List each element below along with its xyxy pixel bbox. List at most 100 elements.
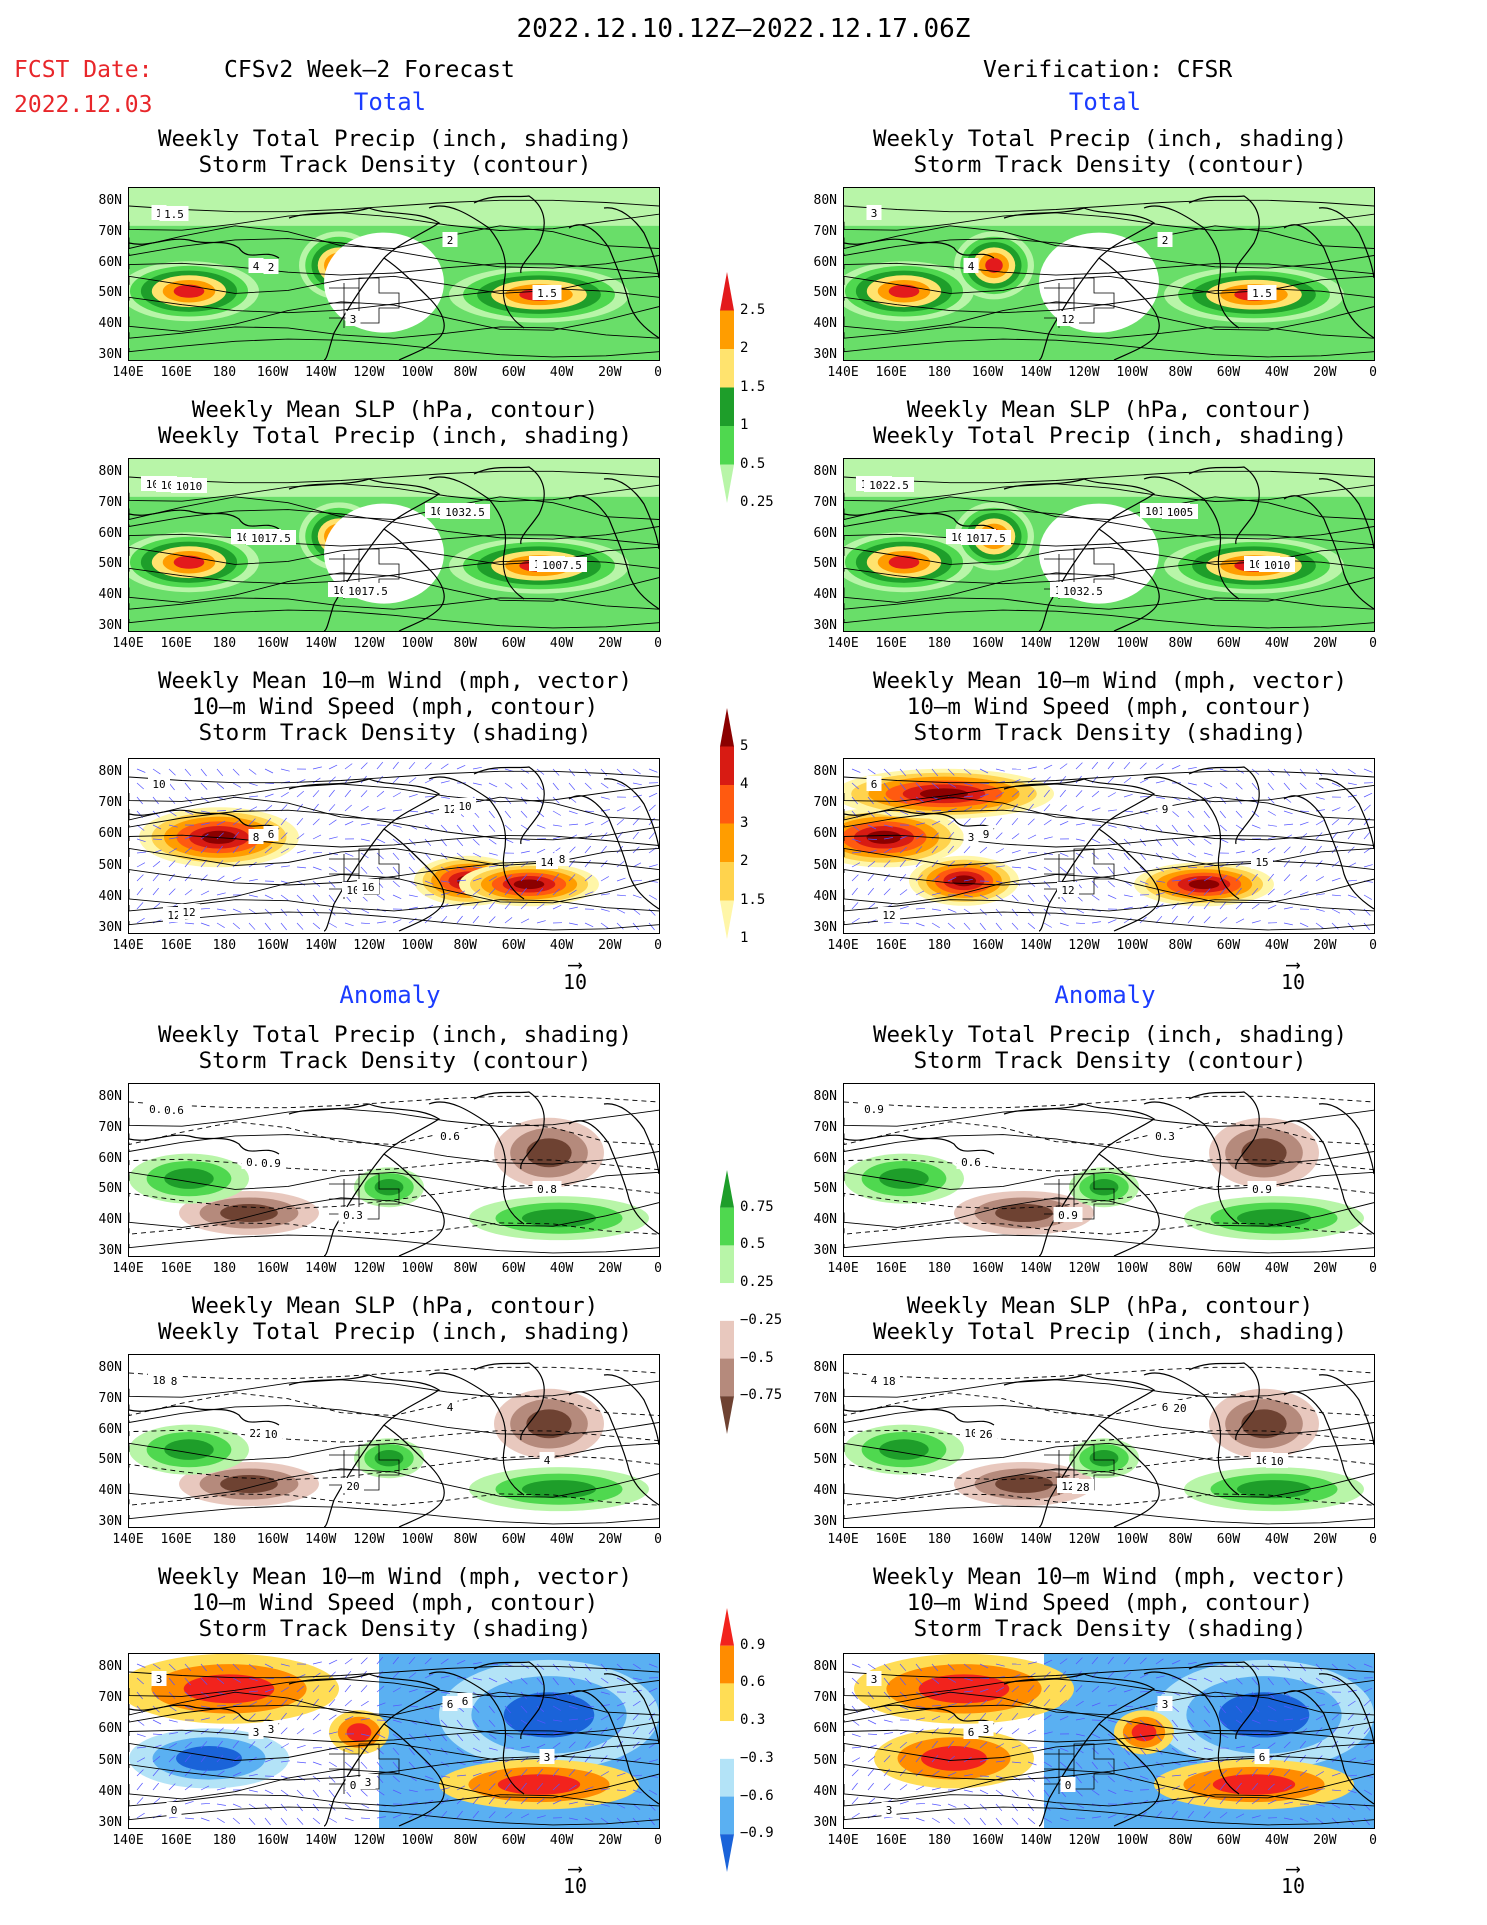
lat-label: 60N <box>98 254 122 270</box>
lon-label: 100W <box>1116 938 1148 953</box>
lat-label: 70N <box>813 1690 837 1706</box>
lon-label: 20W <box>1313 938 1337 953</box>
lon-label: 0 <box>654 365 662 380</box>
lon-label: 100W <box>1116 1532 1148 1547</box>
svg-text:3: 3 <box>253 1726 260 1739</box>
svg-text:2: 2 <box>447 234 454 247</box>
colorbar-tick: −0.3 <box>740 1749 774 1766</box>
lon-label: 80W <box>1168 1261 1192 1276</box>
lon-label: 20W <box>598 1532 622 1547</box>
contour-label: 12 <box>1057 311 1079 326</box>
colorbar-tick: 0.9 <box>740 1636 766 1653</box>
contour-label: 3 <box>963 829 979 844</box>
svg-text:10: 10 <box>1270 1455 1283 1468</box>
lon-label: 100W <box>401 1261 433 1276</box>
lon-label: 40W <box>549 1261 574 1276</box>
map-panel-f-total-slp: 10201022.51012.51002.5101010151017.51017… <box>128 458 660 632</box>
svg-text:1.5: 1.5 <box>537 287 557 300</box>
contour-label: 26 <box>975 1426 997 1441</box>
lat-label: 60N <box>813 525 837 541</box>
lon-label: 20W <box>598 365 622 380</box>
forecast-column-title: CFSv2 Week–2 Forecast <box>224 57 515 83</box>
lon-label: 140E <box>827 1833 859 1848</box>
lon-label: 40W <box>1264 1261 1289 1276</box>
svg-text:14: 14 <box>540 856 554 869</box>
svg-text:20: 20 <box>346 1480 359 1493</box>
lon-label: 0 <box>1369 636 1377 651</box>
svg-text:18: 18 <box>152 1374 165 1387</box>
map-panel-f-total-wind: 10 8 10 12 14 12 6 16 10 8 12 <box>128 758 660 934</box>
colorbar-tick: 0.6 <box>740 1674 766 1691</box>
lat-label: 50N <box>813 1752 837 1768</box>
verification-column-title: Verification: CFSR <box>983 57 1233 83</box>
lat-label: 60N <box>813 254 837 270</box>
colorbar-tick: 3 <box>740 814 749 831</box>
lat-label: 60N <box>98 1150 122 1166</box>
svg-text:3: 3 <box>871 1673 878 1686</box>
contour-label: 0.8 <box>532 1181 562 1196</box>
svg-text:1017.5: 1017.5 <box>348 585 388 598</box>
lon-label: 20W <box>1313 365 1337 380</box>
svg-text:12: 12 <box>1061 313 1074 326</box>
contour-label: 4 <box>963 258 979 273</box>
lon-label: 160W <box>971 636 1004 651</box>
colorbar-tick: 0.3 <box>740 1712 766 1729</box>
lon-label: 100W <box>1116 1833 1148 1848</box>
lat-label: 40N <box>98 1783 122 1799</box>
lat-label: 50N <box>813 1181 837 1197</box>
contour-label: 0.6 <box>435 1128 465 1143</box>
lat-label: 70N <box>98 223 122 239</box>
lat-label: 40N <box>813 1212 837 1228</box>
contour-label: 15 <box>1251 854 1273 869</box>
colorbar-tick: 1.5 <box>740 891 766 908</box>
contour-label: 12 <box>1057 882 1079 897</box>
lat-label: 80N <box>98 464 122 479</box>
colorbar-tick: 1.5 <box>740 378 766 395</box>
contour-label: 0.3 <box>1150 1128 1180 1143</box>
lon-label: 160W <box>971 365 1004 380</box>
lon-label: 100W <box>401 636 433 651</box>
svg-text:15: 15 <box>1255 856 1268 869</box>
lon-label: 180 <box>927 636 952 651</box>
contour-label: 1017.5 <box>961 530 1011 545</box>
svg-text:1017.5: 1017.5 <box>251 532 291 545</box>
panel-title-v-total-wind: Weekly Mean 10–m Wind (mph, vector) 10–m … <box>872 668 1348 746</box>
lat-label: 50N <box>813 1452 837 1468</box>
panel-title-f-total-slp: Weekly Mean SLP (hPa, contour) Weekly Tot… <box>157 397 633 449</box>
svg-text:1010: 1010 <box>1264 559 1291 572</box>
contour-label: 1032.5 <box>1058 583 1108 598</box>
svg-text:28: 28 <box>1076 1481 1089 1494</box>
svg-text:16: 16 <box>361 881 374 894</box>
svg-text:0.9: 0.9 <box>1252 1183 1272 1196</box>
svg-text:1.5: 1.5 <box>1252 287 1272 300</box>
lat-label: 40N <box>813 1483 837 1499</box>
svg-text:0.6: 0.6 <box>440 1130 460 1143</box>
lon-label: 0 <box>1369 1532 1377 1547</box>
lon-label: 180 <box>927 1532 952 1547</box>
lon-label: 60W <box>1216 1833 1241 1848</box>
svg-text:4: 4 <box>253 260 260 273</box>
contour-label: 1010 <box>1259 557 1295 572</box>
svg-text:6: 6 <box>1162 1401 1169 1414</box>
lon-label: 0 <box>1369 938 1377 953</box>
lat-label: 30N <box>98 347 122 362</box>
svg-text:3: 3 <box>968 831 975 844</box>
lat-label: 50N <box>813 285 837 301</box>
lon-label: 0 <box>1369 1261 1377 1276</box>
svg-text:0.3: 0.3 <box>343 1209 363 1222</box>
lon-label: 80W <box>453 1833 477 1848</box>
svg-text:4: 4 <box>544 1454 551 1467</box>
lon-label: 80W <box>453 365 477 380</box>
colorbar-tick: 0.5 <box>740 1236 766 1253</box>
contour-label: 1022.5 <box>864 477 914 492</box>
map-panel-f-anom-precip: 0.6 0.3 0.3 0.6 0.8 0.6 0.9 <box>128 1083 660 1257</box>
lon-label: 20W <box>598 938 622 953</box>
lon-label: 60W <box>501 365 526 380</box>
vector-ref-v-anom: ⟶ 10 <box>1280 1856 1306 1898</box>
lon-label: 0 <box>654 938 662 953</box>
svg-text:1010: 1010 <box>176 480 203 493</box>
svg-text:0.8: 0.8 <box>537 1183 557 1196</box>
lon-label: 160W <box>256 636 289 651</box>
lon-label: 0 <box>1369 365 1377 380</box>
